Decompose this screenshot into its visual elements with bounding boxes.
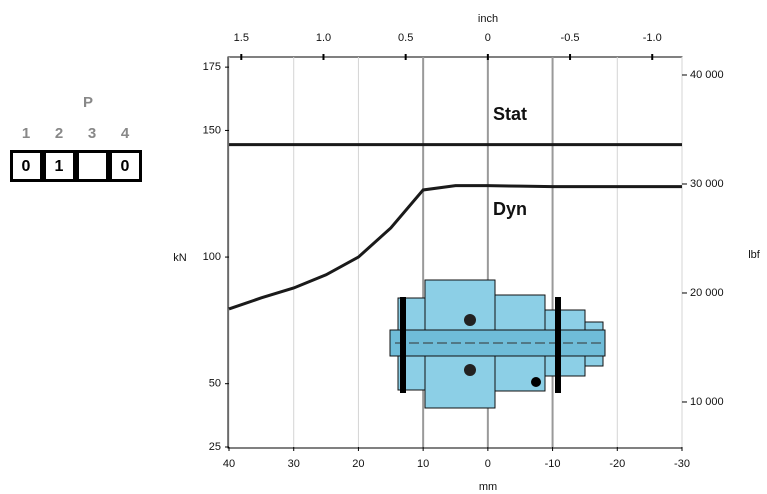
x2-tick-label: 0.5 [398,32,413,44]
x-tick-label: -10 [545,458,561,470]
x-tick-label: -20 [609,458,625,470]
y-tick-label: 25 [209,441,221,453]
gearbox-illustration [390,280,605,408]
chart: P inch mm kN lbf 1021340403020100-10-20-… [0,0,767,494]
selector-title: P [83,94,93,111]
y2-tick-label: 30 000 [690,178,724,190]
series-label: Dyn [493,199,527,219]
y2-tick-label: 20 000 [690,287,724,299]
x2-tick-label: -0.5 [561,32,580,44]
x2-tick-label: 0 [485,32,491,44]
selector-value: 0 [22,158,31,175]
selector-value: 0 [121,158,130,175]
selector-value: 1 [55,158,64,175]
selector-cell [78,152,108,181]
y-tick-label: 50 [209,378,221,390]
y-tick-label: 175 [203,61,221,73]
x2-tick-label: -1.0 [643,32,662,44]
selector-column: 3 [88,125,96,142]
y2-tick-label: 10 000 [690,396,724,408]
x-tick-label: 40 [223,458,235,470]
selector-column: 2 [55,125,63,142]
y-tick-label: 150 [203,124,221,136]
x-tick-label: 30 [288,458,300,470]
x-tick-label: -30 [674,458,690,470]
y2-tick-label: 40 000 [690,69,724,81]
selector-column: 4 [121,125,130,142]
x2-tick-label: 1.5 [234,32,249,44]
x-tick-label: 0 [485,458,491,470]
x-tick-label: 20 [352,458,364,470]
x2-tick-label: 1.0 [316,32,331,44]
y-tick-label: 100 [203,251,221,263]
x2-label: inch [478,13,498,25]
series-label: Stat [493,104,527,124]
x-label: mm [479,481,497,493]
selector-column: 1 [22,125,30,142]
y2-label: lbf [748,249,761,261]
y-label: kN [173,252,187,264]
x-tick-label: 10 [417,458,429,470]
